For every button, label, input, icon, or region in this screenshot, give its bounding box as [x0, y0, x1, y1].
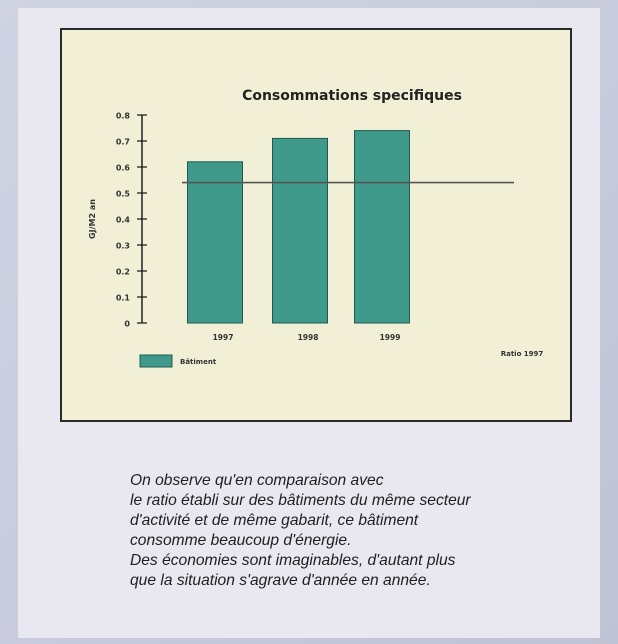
y-axis-label: GJ/M2 an [88, 199, 97, 239]
reference-line-label: Ratio 1997 [501, 350, 544, 358]
y-tick-label: 0.6 [116, 164, 131, 173]
bar [187, 161, 243, 324]
legend-label: Bâtiment [180, 358, 217, 366]
x-tick-label: 1998 [298, 333, 319, 342]
caption-line: consomme beaucoup d'énergie. [130, 532, 352, 549]
y-tick-label: 0.2 [116, 268, 130, 277]
y-tick-label: 0.3 [116, 242, 130, 251]
chart-frame: Consommations specifiques 0 0.1 0.2 0.3 0.4 0.… [60, 28, 572, 422]
y-tick-label: 0.7 [116, 138, 130, 147]
caption-line: le ratio établi sur des bâtiments du mêm… [130, 492, 471, 509]
bar [272, 137, 328, 324]
y-tick-label: 0.1 [116, 294, 131, 303]
brochure-page: Consommations specifiques 0 0.1 0.2 0.3 0.4 0.… [18, 8, 600, 638]
caption-line: d'activité et de même gabarit, ce bâtime… [130, 512, 419, 529]
x-tick-label: 1999 [380, 333, 401, 342]
caption-line: que la situation s'agrave d'année en ann… [130, 572, 431, 589]
y-tick-label: 0.4 [116, 216, 131, 225]
caption-line: On observe qu'en comparaison avec [130, 472, 384, 489]
y-tick-label: 0.5 [116, 190, 131, 199]
caption-line: Des économies sont imaginables, d'autant… [130, 552, 456, 569]
bar [354, 130, 410, 324]
legend-swatch [139, 354, 173, 368]
caption-text: On observe qu'en comparaison avec le rat… [130, 471, 570, 591]
x-tick-label: 1997 [213, 333, 234, 342]
bar-chart: Consommations specifiques 0 0.1 0.2 0.3 0.4 0.… [88, 88, 544, 368]
y-tick-label: 0.8 [116, 112, 131, 121]
y-tick-label: 0 [124, 320, 130, 329]
chart-title: Consommations specifiques [242, 88, 462, 104]
